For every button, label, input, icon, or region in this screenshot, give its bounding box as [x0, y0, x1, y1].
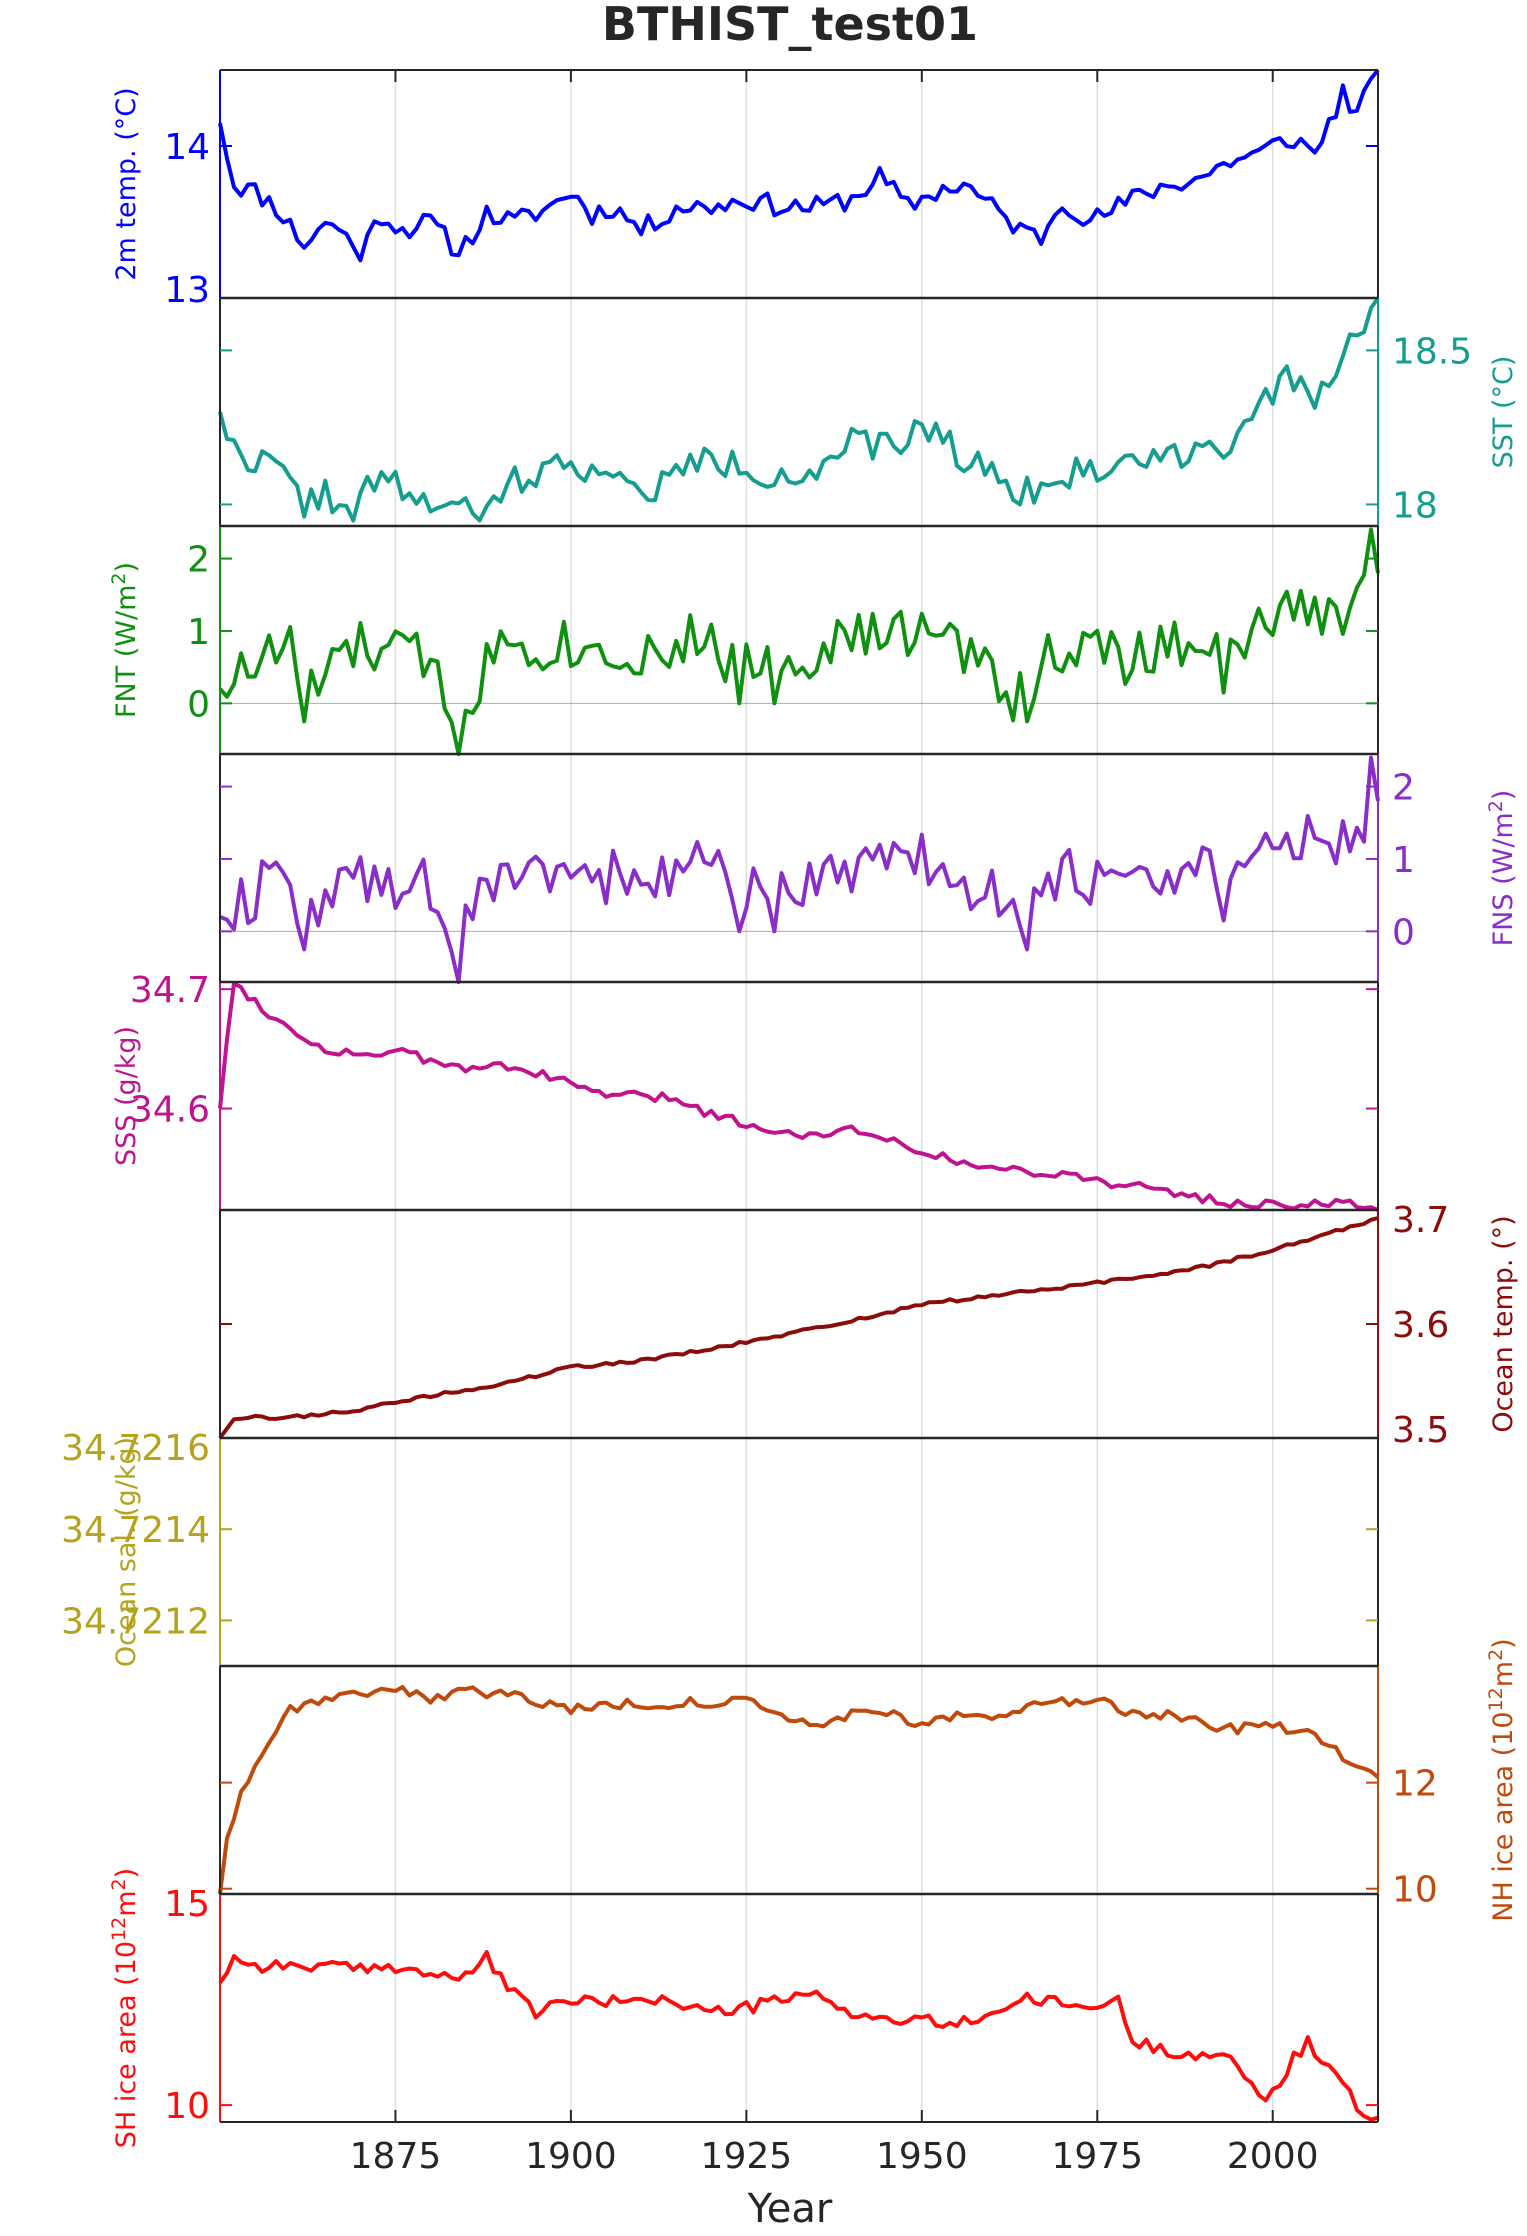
y-tick-label: 14: [164, 127, 210, 168]
x-tick-label: 1925: [701, 2136, 793, 2177]
x-axis-ticks: 1875 1900 1925 1950 1975 2000: [350, 70, 1319, 2177]
y-tick-label: 13: [164, 270, 210, 311]
series-line-sss: [218, 981, 1379, 1212]
panel-t2m: 13 14 2m temp. (°C): [111, 68, 1380, 311]
y-tick-label: 34.7: [130, 970, 210, 1011]
y-tick-label: 18.5: [1392, 331, 1472, 372]
y-tick-label: 1: [1392, 840, 1415, 881]
y-tick-label: 2: [187, 540, 210, 581]
y-axis-label-fnt: FNT (W/m2): [108, 562, 142, 718]
y-tick-label: 3.5: [1392, 1410, 1449, 1451]
y-tick-label: 2: [1392, 768, 1415, 809]
y-tick-label: 15: [164, 1884, 210, 1925]
y-tick-label: 34.7212: [61, 1601, 210, 1642]
x-tick-label: 1900: [525, 2136, 617, 2177]
x-tick-label: 1975: [1051, 2136, 1143, 2177]
panel-fnt: 0 1 2 FNT (W/m2): [108, 526, 1380, 756]
y-tick-label: 34.7214: [61, 1510, 210, 1551]
y-tick-label: 10: [1392, 1870, 1438, 1911]
series-line-fnt: [218, 527, 1380, 756]
y-tick-label: 34.6: [130, 1090, 210, 1131]
y-tick-label: 3.7: [1392, 1200, 1449, 1241]
series-line-sst: [218, 296, 1380, 523]
y-axis-label-sss: SSS (g/kg): [111, 1026, 142, 1166]
panel-shice: 10 15 SH ice area (1012m2): [108, 1868, 1379, 2148]
y-axis-label-sst: SST (°C): [1488, 356, 1519, 469]
x-axis-label: Year: [747, 2186, 833, 2231]
series-line-shice: [218, 1950, 1379, 2122]
y-tick-label: 10: [164, 2086, 210, 2127]
x-tick-label: 2000: [1227, 2136, 1319, 2177]
y-tick-label: 0: [187, 684, 210, 725]
y-tick-label: 1: [187, 612, 210, 653]
panel-sss: 34.6 34.7 SSS (g/kg): [111, 970, 1379, 1212]
y-tick-label: 3.6: [1392, 1305, 1449, 1346]
y-tick-label: 0: [1392, 912, 1415, 953]
panel-otemp: 3.5 3.6 3.7 Ocean temp. (°): [218, 1200, 1519, 1451]
y-tick-label: 34.7216: [61, 1428, 210, 1469]
panel-sst: 18 18.5 SST (°C): [218, 296, 1519, 526]
series-line-t2m: [218, 68, 1380, 263]
y-tick-label: 12: [1392, 1764, 1438, 1805]
series-line-nhice: [218, 1685, 1380, 1895]
y-axis-label-shice: SH ice area (1012m2): [108, 1868, 142, 2148]
y-axis-label-fns: FNS (W/m2): [1485, 790, 1519, 947]
x-tick-label: 1950: [876, 2136, 968, 2177]
panel-nhice: 10 12 NH ice area (1012m2): [218, 1638, 1519, 1922]
series-line-fns: [219, 755, 1380, 984]
chart-title: BTHIST_test01: [602, 0, 978, 51]
panel-fns: 0 1 2 FNS (W/m2): [219, 754, 1519, 984]
y-tick-label: 18: [1392, 485, 1438, 526]
y-axis-label-osal: Ocean sal. (g/kg): [111, 1437, 142, 1667]
series-line-otemp: [218, 1216, 1379, 1440]
y-axis-label-nhice: NH ice area (1012m2): [1485, 1638, 1519, 1921]
x-tick-label: 1875: [350, 2136, 442, 2177]
y-axis-label-t2m: 2m temp. (°C): [111, 87, 142, 280]
y-axis-label-otemp: Ocean temp. (°): [1488, 1215, 1519, 1432]
